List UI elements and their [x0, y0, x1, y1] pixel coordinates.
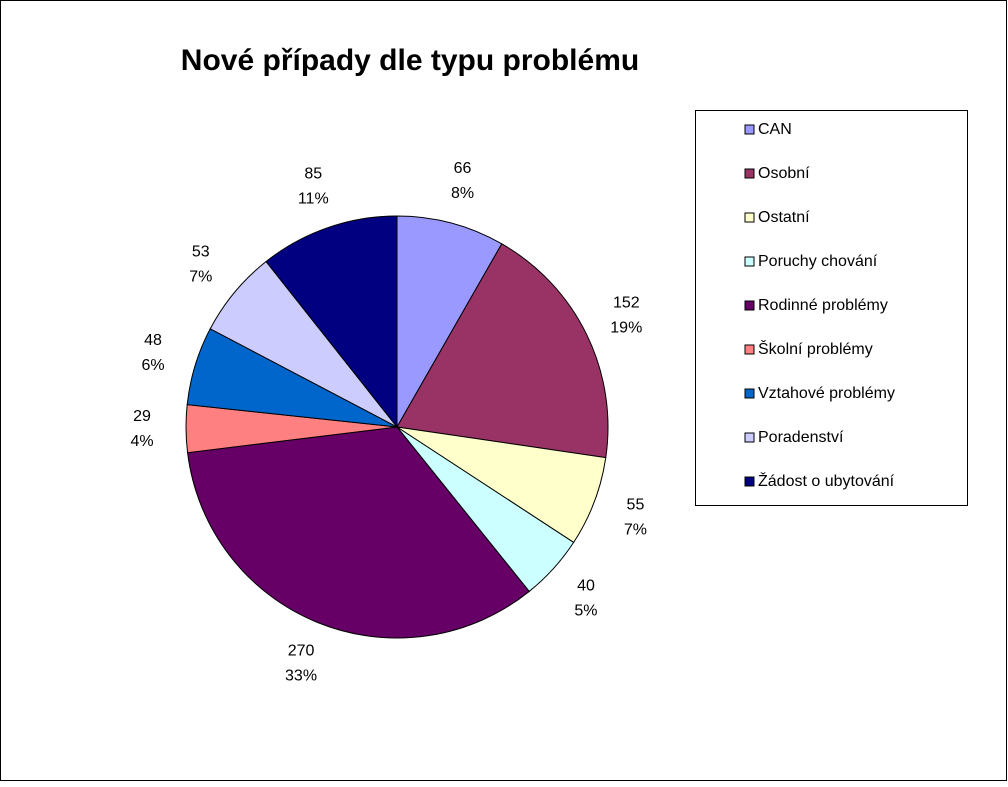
legend-label: Školní problémy: [758, 339, 873, 358]
value-label: 55: [627, 497, 645, 514]
value-label: 270: [288, 642, 315, 659]
percent-label: 5%: [574, 602, 597, 619]
legend-label: CAN: [758, 121, 792, 138]
legend-swatch: [744, 388, 755, 399]
legend-label: Poruchy chování: [758, 253, 878, 270]
value-label: 152: [613, 295, 640, 312]
chart-title: Nové případy dle typu problému: [181, 44, 639, 77]
percent-label: 8%: [451, 185, 474, 202]
legend-swatch: [744, 344, 755, 355]
percent-label: 6%: [141, 357, 164, 374]
value-label: 40: [577, 577, 595, 594]
pie-slice: [396, 243, 609, 459]
pie-slice: [265, 215, 398, 429]
legend-label: Rodinné problémy: [758, 297, 888, 314]
legend-swatch: [744, 432, 755, 443]
legend-swatch: [744, 476, 755, 487]
legend-label: Poradenství: [758, 429, 844, 446]
legend-swatch: [744, 256, 755, 267]
legend-label: Žádost o ubytování: [758, 471, 895, 490]
percent-label: 4%: [130, 433, 153, 450]
legend-box: [695, 110, 968, 506]
value-label: 85: [304, 165, 322, 182]
pie-slice: [396, 215, 503, 429]
percent-label: 7%: [624, 522, 647, 539]
percent-label: 33%: [285, 667, 317, 684]
value-label: 66: [454, 160, 472, 177]
percent-label: 11%: [298, 190, 329, 207]
value-label: 48: [144, 332, 162, 349]
legend-label: Ostatní: [758, 209, 810, 226]
value-label: 29: [133, 408, 151, 425]
percent-label: 7%: [189, 268, 212, 285]
legend-swatch: [744, 124, 755, 135]
legend-label: Osobní: [758, 165, 810, 182]
legend-swatch: [744, 168, 755, 179]
percent-label: 19%: [610, 320, 642, 337]
legend-label: Vztahové problémy: [758, 385, 895, 402]
pie-slice: [187, 426, 530, 639]
value-label: 53: [192, 243, 210, 260]
legend-swatch: [744, 212, 755, 223]
legend-swatch: [744, 300, 755, 311]
